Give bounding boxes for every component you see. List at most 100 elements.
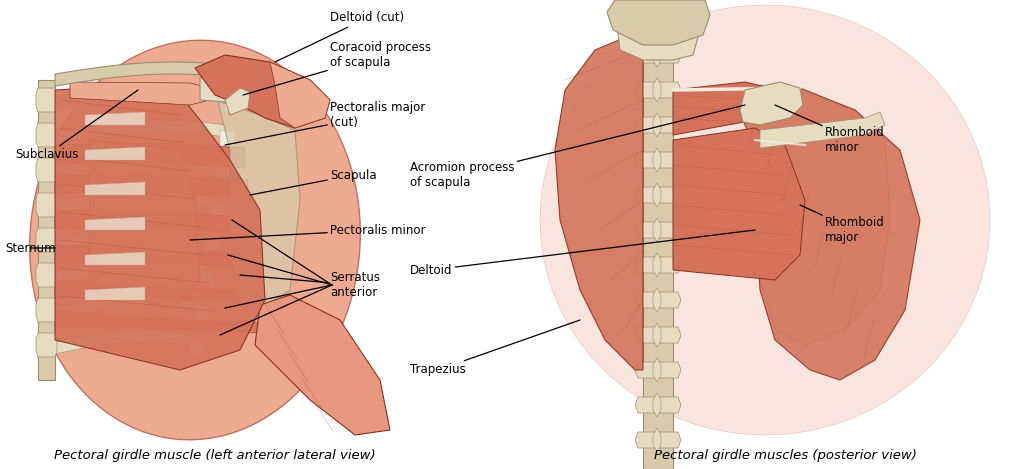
Polygon shape — [740, 82, 803, 125]
Polygon shape — [653, 113, 662, 137]
Polygon shape — [635, 47, 681, 63]
Polygon shape — [635, 117, 681, 133]
Polygon shape — [55, 280, 257, 303]
Polygon shape — [55, 260, 205, 284]
Polygon shape — [36, 193, 57, 217]
Text: Scapula: Scapula — [250, 168, 377, 195]
Polygon shape — [215, 165, 230, 181]
Text: Pectoral girdle muscles (posterior view): Pectoral girdle muscles (posterior view) — [653, 448, 916, 461]
Text: Rhomboid
minor: Rhomboid minor — [775, 105, 885, 154]
Ellipse shape — [540, 5, 990, 435]
Polygon shape — [760, 112, 885, 148]
Polygon shape — [85, 182, 145, 195]
Polygon shape — [36, 333, 57, 357]
Polygon shape — [205, 235, 220, 251]
Polygon shape — [55, 210, 251, 233]
Text: Rhomboid
major: Rhomboid major — [800, 205, 885, 244]
Polygon shape — [190, 340, 205, 356]
Polygon shape — [635, 292, 681, 308]
Text: Pectoral girdle muscle (left anterior lateral view): Pectoral girdle muscle (left anterior la… — [54, 448, 376, 461]
Polygon shape — [653, 253, 662, 277]
Polygon shape — [55, 295, 200, 319]
Polygon shape — [653, 428, 662, 452]
Polygon shape — [195, 55, 330, 128]
Polygon shape — [55, 62, 220, 86]
Text: Subclavius: Subclavius — [15, 90, 138, 161]
Polygon shape — [653, 288, 662, 312]
Polygon shape — [85, 252, 145, 265]
Polygon shape — [653, 393, 662, 417]
Ellipse shape — [30, 40, 360, 440]
Polygon shape — [653, 8, 662, 32]
Polygon shape — [270, 62, 330, 128]
Polygon shape — [55, 155, 220, 179]
Polygon shape — [673, 82, 780, 135]
Polygon shape — [36, 158, 57, 182]
Polygon shape — [36, 228, 57, 252]
Polygon shape — [215, 90, 300, 310]
Polygon shape — [55, 330, 195, 354]
Polygon shape — [36, 263, 57, 287]
Polygon shape — [755, 85, 890, 345]
Text: Serratus
anterior: Serratus anterior — [240, 271, 380, 299]
Polygon shape — [55, 175, 248, 198]
Polygon shape — [195, 305, 210, 321]
Polygon shape — [38, 80, 55, 380]
Polygon shape — [200, 72, 234, 102]
Polygon shape — [653, 43, 662, 67]
Polygon shape — [85, 287, 145, 300]
Polygon shape — [653, 148, 662, 172]
Polygon shape — [90, 140, 200, 310]
Text: Sternum: Sternum — [5, 242, 55, 255]
Polygon shape — [635, 187, 681, 203]
Polygon shape — [200, 270, 215, 286]
Polygon shape — [635, 327, 681, 343]
Text: Deltoid (cut): Deltoid (cut) — [275, 12, 404, 62]
Polygon shape — [220, 130, 234, 146]
Polygon shape — [635, 362, 681, 378]
Polygon shape — [635, 12, 681, 28]
Polygon shape — [653, 218, 662, 242]
Polygon shape — [55, 245, 254, 268]
Polygon shape — [740, 88, 920, 380]
Polygon shape — [70, 82, 210, 105]
Polygon shape — [673, 128, 805, 280]
Polygon shape — [653, 183, 662, 207]
Polygon shape — [653, 78, 662, 102]
Text: Pectoralis minor: Pectoralis minor — [190, 224, 426, 240]
Polygon shape — [225, 95, 240, 111]
Text: Pectoralis major
(cut): Pectoralis major (cut) — [225, 101, 425, 145]
Polygon shape — [55, 85, 265, 370]
Polygon shape — [85, 147, 145, 160]
Polygon shape — [210, 200, 225, 216]
Text: Deltoid: Deltoid — [410, 230, 755, 277]
Polygon shape — [85, 112, 145, 125]
Polygon shape — [36, 123, 57, 147]
Polygon shape — [635, 432, 681, 448]
Polygon shape — [55, 85, 230, 109]
Polygon shape — [36, 88, 57, 112]
Text: Trapezius: Trapezius — [410, 320, 580, 377]
Polygon shape — [635, 222, 681, 238]
Polygon shape — [36, 298, 57, 322]
Polygon shape — [643, 0, 673, 469]
Polygon shape — [555, 30, 643, 370]
Polygon shape — [225, 88, 250, 115]
Polygon shape — [55, 225, 210, 249]
Polygon shape — [55, 310, 260, 333]
Text: Acromion process
of scapula: Acromion process of scapula — [410, 105, 745, 189]
Polygon shape — [635, 82, 681, 98]
Polygon shape — [255, 295, 390, 435]
Polygon shape — [635, 257, 681, 273]
Polygon shape — [55, 190, 215, 214]
Polygon shape — [653, 358, 662, 382]
Text: Coracoid process
of scapula: Coracoid process of scapula — [243, 41, 431, 95]
Polygon shape — [635, 397, 681, 413]
Polygon shape — [635, 152, 681, 168]
Polygon shape — [55, 143, 245, 168]
Polygon shape — [653, 323, 662, 347]
Polygon shape — [607, 0, 710, 45]
Polygon shape — [55, 120, 225, 144]
Polygon shape — [85, 217, 145, 230]
Polygon shape — [617, 0, 700, 60]
